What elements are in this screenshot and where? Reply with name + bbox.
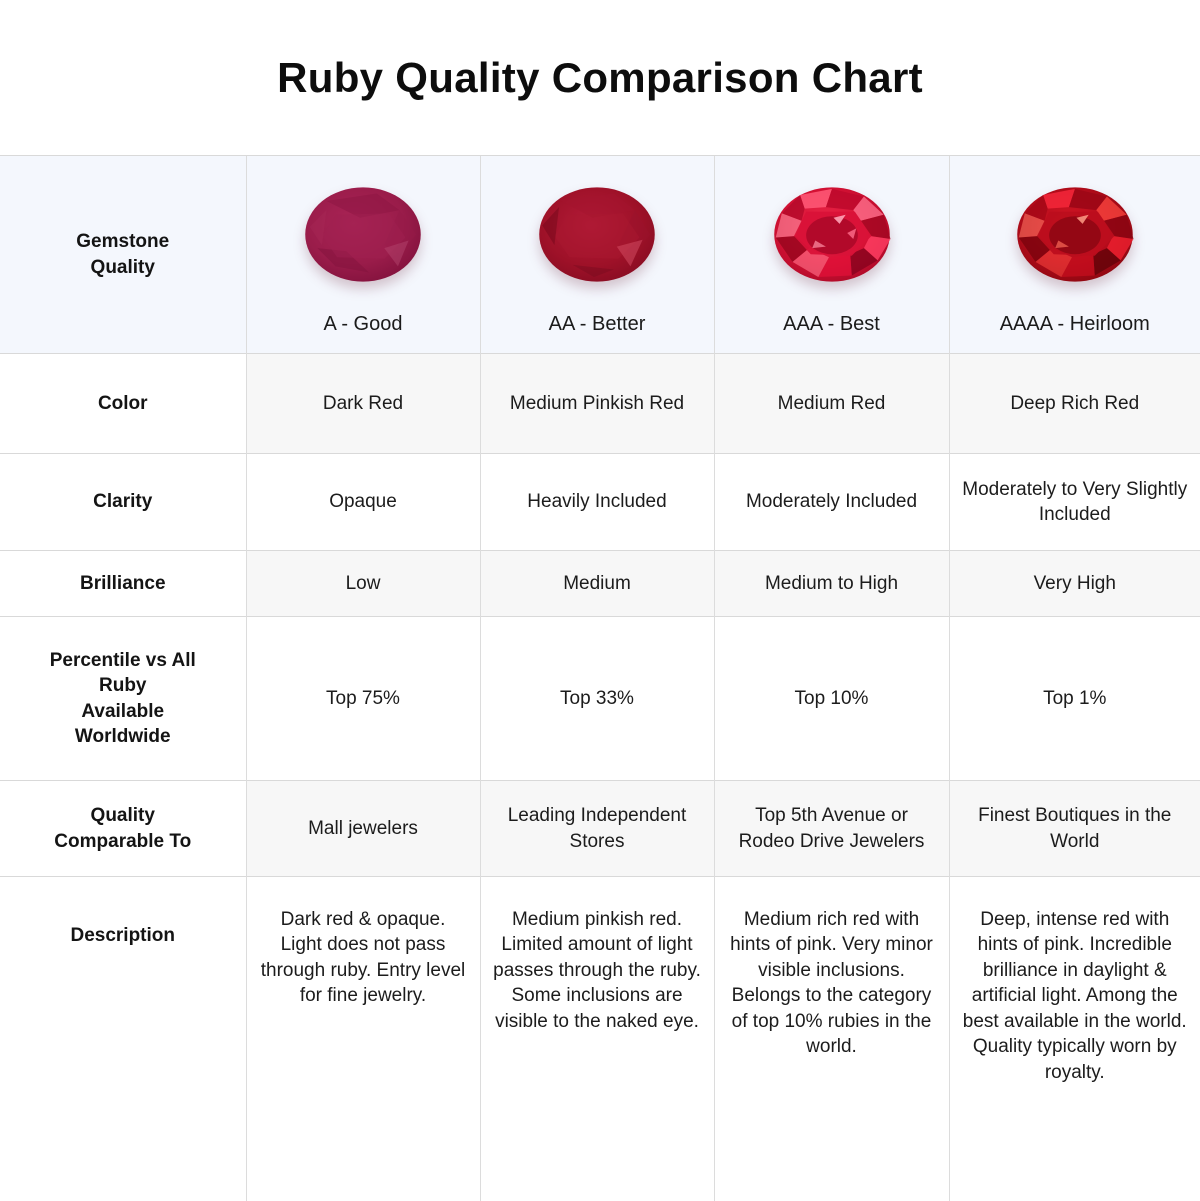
corner-header-gemstone-quality: Gemstone Quality bbox=[0, 155, 246, 354]
row-description: Description Dark red & opaque. Light doe… bbox=[0, 876, 1200, 1201]
cell-quality-aaaa: Finest Boutiques in the World bbox=[948, 780, 1200, 877]
grade-aaa-label: AAA - Best bbox=[783, 313, 880, 336]
cell-description-aaa: Medium rich red with hints of pink. Very… bbox=[713, 876, 949, 1201]
cell-color-a: Dark Red bbox=[245, 353, 480, 454]
grade-aa-label: AA - Better bbox=[548, 313, 646, 336]
cell-percentile-a: Top 75% bbox=[245, 616, 480, 781]
ruby-grade-aaa-gem-icon bbox=[773, 187, 891, 282]
cell-brilliance-aaa: Medium to High bbox=[713, 550, 949, 617]
grade-a-label: A - Good bbox=[323, 313, 403, 336]
grade-aaa-box: AAA - Best bbox=[727, 171, 937, 338]
cell-percentile-aaa: Top 10% bbox=[713, 616, 949, 781]
cell-description-a: Dark red & opaque. Light does not pass t… bbox=[245, 876, 480, 1201]
cell-quality-a: Mall jewelers bbox=[245, 780, 480, 877]
cell-brilliance-aa: Medium bbox=[479, 550, 714, 617]
row-clarity: Clarity Opaque Heavily Included Moderate… bbox=[0, 453, 1200, 551]
ruby-grade-aaaa-gem-icon bbox=[1016, 187, 1134, 282]
row-quality-comparable: Quality Comparable To Mall jewelers Lead… bbox=[0, 780, 1200, 877]
description-aaaa-text: Deep, intense red with hints of pink. In… bbox=[962, 909, 1187, 1083]
cell-color-aa: Medium Pinkish Red bbox=[479, 353, 714, 454]
grade-header-aaa: AAA - Best bbox=[713, 155, 949, 354]
row-color: Color Dark Red Medium Pinkish Red Medium… bbox=[0, 353, 1200, 454]
description-a-text: Dark red & opaque. Light does not pass t… bbox=[260, 909, 466, 1007]
title-bar: Ruby Quality Comparison Chart bbox=[0, 0, 1200, 155]
cell-clarity-a: Opaque bbox=[245, 453, 480, 551]
grade-header-aaaa: AAAA - Heirloom bbox=[948, 155, 1200, 354]
page-title: Ruby Quality Comparison Chart bbox=[277, 53, 923, 101]
row-label-brilliance: Brilliance bbox=[0, 550, 246, 617]
grade-a-box: A - Good bbox=[259, 171, 468, 338]
grade-aaaa-box: AAAA - Heirloom bbox=[962, 171, 1189, 338]
cell-description-aa: Medium pinkish red. Limited amount of li… bbox=[479, 876, 714, 1201]
cell-clarity-aa: Heavily Included bbox=[479, 453, 714, 551]
cell-quality-aa: Leading Independent Stores bbox=[479, 780, 714, 877]
row-label-quality-comparable: Quality Comparable To bbox=[0, 780, 246, 877]
cell-percentile-aa: Top 33% bbox=[479, 616, 714, 781]
grade-aaaa-label: AAAA - Heirloom bbox=[999, 313, 1150, 336]
cell-color-aaaa: Deep Rich Red bbox=[948, 353, 1200, 454]
row-label-clarity: Clarity bbox=[0, 453, 246, 551]
cell-percentile-aaaa: Top 1% bbox=[948, 616, 1200, 781]
cell-brilliance-a: Low bbox=[245, 550, 480, 617]
row-label-description: Description bbox=[0, 876, 246, 1201]
grade-aa-box: AA - Better bbox=[493, 171, 702, 338]
grade-header-a: A - Good bbox=[245, 155, 480, 354]
cell-clarity-aaa: Moderately Included bbox=[713, 453, 949, 551]
row-label-percentile: Percentile vs All Ruby Available Worldwi… bbox=[0, 616, 246, 781]
table-header-row: Gemstone Quality A - bbox=[0, 155, 1200, 354]
ruby-comparison-table: Gemstone Quality A - bbox=[0, 155, 1200, 1201]
cell-description-aaaa: Deep, intense red with hints of pink. In… bbox=[948, 876, 1200, 1201]
cell-color-aaa: Medium Red bbox=[713, 353, 949, 454]
row-brilliance: Brilliance Low Medium Medium to High Ver… bbox=[0, 550, 1200, 617]
ruby-grade-aa-gem-icon bbox=[539, 187, 655, 282]
description-aaa-text: Medium rich red with hints of pink. Very… bbox=[730, 909, 933, 1058]
ruby-grade-a-gem-icon bbox=[305, 187, 421, 282]
grade-header-aa: AA - Better bbox=[479, 155, 714, 354]
row-percentile: Percentile vs All Ruby Available Worldwi… bbox=[0, 616, 1200, 781]
row-label-color: Color bbox=[0, 353, 246, 454]
cell-brilliance-aaaa: Very High bbox=[948, 550, 1200, 617]
cell-clarity-aaaa: Moderately to Very Slightly Included bbox=[948, 453, 1200, 551]
description-aa-text: Medium pinkish red. Limited amount of li… bbox=[493, 909, 701, 1032]
cell-quality-aaa: Top 5th Avenue or Rodeo Drive Jewelers bbox=[713, 780, 949, 877]
